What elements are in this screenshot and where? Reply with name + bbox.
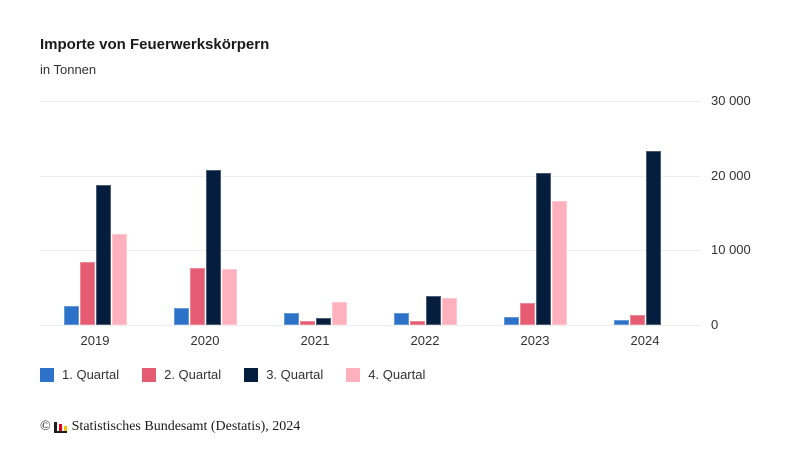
x-axis-label-2024: 2024 bbox=[630, 333, 660, 348]
bar-2022-q3[interactable] bbox=[425, 296, 441, 325]
y-axis-labels: 0 10 000 20 000 30 000 bbox=[711, 93, 791, 332]
legend-item-q1[interactable]: 1. Quartal bbox=[40, 367, 119, 382]
chart-subtitle: in Tonnen bbox=[40, 62, 97, 77]
legend-label-q4: 4. Quartal bbox=[368, 367, 426, 382]
source-text: Statistisches Bundesamt (Destatis), 2024 bbox=[71, 419, 301, 434]
legend-item-q4[interactable]: 4. Quartal bbox=[346, 367, 425, 382]
bar-group-2024 bbox=[590, 101, 700, 325]
x-axis-label-2023: 2023 bbox=[520, 333, 550, 348]
gridline-0 bbox=[40, 325, 700, 326]
bar-group-2019 bbox=[40, 101, 150, 325]
bar-2023-q2[interactable] bbox=[519, 303, 535, 325]
x-axis-labels: 2019 2020 2021 2022 2023 2024 bbox=[40, 333, 700, 348]
y-tick-label-20000: 20 000 bbox=[711, 167, 751, 183]
legend-item-q2[interactable]: 2. Quartal bbox=[142, 367, 221, 382]
bar-2019-q4[interactable] bbox=[111, 234, 127, 325]
gridline-30000 bbox=[40, 101, 700, 102]
legend-swatch-q4 bbox=[346, 367, 361, 382]
bar-2023-q3[interactable] bbox=[535, 173, 551, 325]
bar-2019-q2[interactable] bbox=[79, 262, 95, 325]
legend-swatch-q1 bbox=[40, 367, 54, 382]
bar-group-2023 bbox=[480, 101, 590, 325]
bar-groups bbox=[40, 101, 700, 325]
bar-2020-q4[interactable] bbox=[221, 269, 237, 325]
bar-2019-q3[interactable] bbox=[95, 185, 111, 325]
destatis-logo-icon bbox=[53, 421, 68, 433]
x-axis-label-2022: 2022 bbox=[410, 333, 440, 348]
bar-2024-q3[interactable] bbox=[645, 151, 661, 325]
bar-group-2022 bbox=[370, 101, 480, 325]
bar-2020-q1[interactable] bbox=[173, 308, 189, 325]
copyright-symbol: © bbox=[40, 419, 51, 434]
legend-swatch-q2 bbox=[142, 367, 157, 382]
legend-item-q3[interactable]: 3. Quartal bbox=[244, 367, 323, 382]
gridline-20000 bbox=[40, 175, 700, 177]
legend-label-q2: 2. Quartal bbox=[164, 367, 222, 382]
bar-2022-q4[interactable] bbox=[441, 298, 457, 325]
x-axis-label-2021: 2021 bbox=[300, 333, 330, 348]
bar-2021-q1[interactable] bbox=[283, 313, 299, 325]
legend-label-q3: 3. Quartal bbox=[266, 367, 324, 382]
x-axis-label-2019: 2019 bbox=[80, 333, 110, 348]
bar-2024-q1[interactable] bbox=[613, 320, 629, 325]
x-axis-label-2020: 2020 bbox=[190, 333, 220, 348]
bar-group-2020 bbox=[150, 101, 260, 325]
bar-2023-q4[interactable] bbox=[551, 201, 567, 325]
bar-2022-q1[interactable] bbox=[393, 313, 409, 325]
gridline-10000 bbox=[40, 250, 700, 252]
y-tick-label-30000: 30 000 bbox=[711, 93, 751, 108]
bar-2021-q4[interactable] bbox=[331, 302, 347, 325]
bar-group-2021 bbox=[260, 101, 370, 325]
bar-2020-q2[interactable] bbox=[189, 268, 205, 325]
bar-2020-q3[interactable] bbox=[205, 170, 221, 325]
legend-label-q1: 1. Quartal bbox=[62, 367, 120, 382]
y-tick-label-0: 0 bbox=[711, 317, 719, 332]
bar-2022-q2[interactable] bbox=[409, 321, 425, 325]
bar-2024-q2[interactable] bbox=[629, 315, 645, 325]
bar-2021-q2[interactable] bbox=[299, 321, 315, 325]
plot-area bbox=[40, 101, 700, 326]
source-credit: © Statistisches Bundesamt (Destatis), 20… bbox=[40, 419, 300, 435]
bar-2021-q3[interactable] bbox=[315, 318, 331, 325]
bar-2023-q1[interactable] bbox=[503, 317, 519, 325]
y-tick-label-10000: 10 000 bbox=[711, 242, 751, 258]
legend: 1. Quartal 2. Quartal 3. Quartal 4. Quar… bbox=[40, 367, 425, 382]
bar-2019-q1[interactable] bbox=[63, 306, 79, 325]
chart-title: Importe von Feuerwerkskörpern bbox=[40, 36, 270, 53]
legend-swatch-q3 bbox=[244, 367, 259, 382]
